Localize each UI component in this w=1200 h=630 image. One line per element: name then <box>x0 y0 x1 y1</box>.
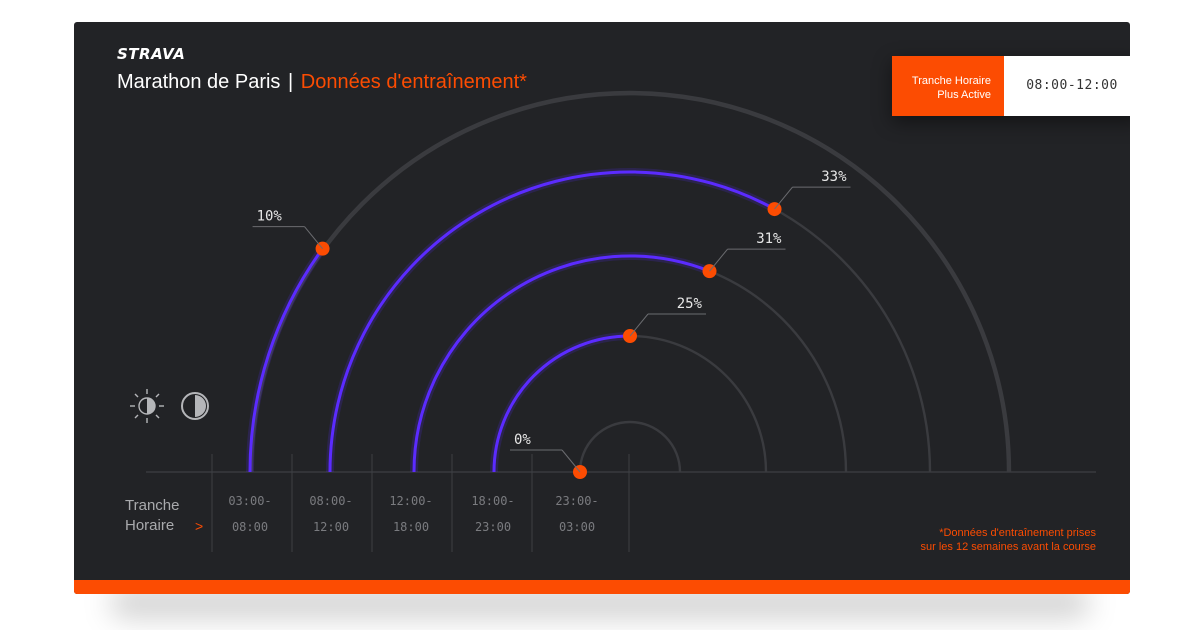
radial-chart: 10% 33% 31% 25% 0% <box>146 90 1096 552</box>
track-ring <box>492 334 768 473</box>
x-axis-label: Tranche Horaire > <box>125 496 203 536</box>
data-label: 25% <box>677 296 703 312</box>
track-ring <box>578 420 682 473</box>
value-arc-glow <box>326 168 777 473</box>
tick-end: 03:00 <box>558 520 596 534</box>
tick-end: 23:00 <box>474 520 512 534</box>
badge-label-line2: Plus Active <box>937 89 991 101</box>
tick-end: 08:00 <box>231 520 269 534</box>
footnote-line2: sur les 12 semaines avant la course <box>920 541 1096 553</box>
chart-card: STRAVA Marathon de Paris | Données d'ent… <box>74 22 1130 594</box>
x-axis-label-line1: Tranche <box>125 497 180 514</box>
leader-line <box>709 248 728 272</box>
accent-bar <box>74 580 1130 594</box>
tick-end: 18:00 <box>392 520 430 534</box>
value-arc <box>328 170 776 473</box>
title-main: Marathon de Paris <box>117 71 281 93</box>
title-subtitle: Données d'entraînement* <box>300 71 527 93</box>
tick-end: 12:00 <box>312 520 350 534</box>
tick-start: 18:00- <box>471 494 515 508</box>
tick-start: 03:00- <box>228 494 272 508</box>
value-arc-glow <box>410 252 711 473</box>
tick-label: 23:00- 03:00 <box>538 488 616 540</box>
tick-label: 08:00- 12:00 <box>292 488 370 540</box>
footnote: *Données d'entraînement prises sur les 1… <box>921 526 1096 554</box>
tick-label: 18:00- 23:00 <box>454 488 532 540</box>
most-active-badge: Tranche Horaire Plus Active 08:00-12:00 <box>892 56 1130 116</box>
value-arc <box>412 254 711 473</box>
tick-start: 23:00- <box>555 494 599 508</box>
brightness-icon[interactable] <box>128 387 166 425</box>
track-ring <box>248 90 1012 473</box>
leader-line <box>304 226 323 249</box>
badge-label: Tranche Horaire Plus Active <box>892 56 1004 116</box>
data-label: 31% <box>756 231 782 247</box>
value-arc-glow <box>490 332 631 473</box>
x-axis-arrow: > <box>195 518 204 534</box>
footnote-line1: *Données d'entraînement prises <box>939 527 1096 539</box>
data-label: 0% <box>514 432 531 448</box>
tick-start: 08:00- <box>309 494 353 508</box>
x-axis-label-line2: Horaire <box>125 517 175 534</box>
track-ring-outer <box>250 92 1010 473</box>
tick-label: 03:00- 08:00 <box>211 488 289 540</box>
data-label: 33% <box>821 169 847 185</box>
value-arc <box>492 334 631 473</box>
value-arc-glow <box>246 246 326 473</box>
strava-logo: STRAVA <box>117 45 186 63</box>
track-ring <box>412 254 848 473</box>
contrast-icon[interactable] <box>179 390 211 422</box>
badge-label-line1: Tranche Horaire <box>911 75 991 87</box>
data-label: 10% <box>257 209 283 225</box>
page-title: Marathon de Paris | Données d'entraîneme… <box>117 71 527 94</box>
leader-line <box>629 313 649 337</box>
tick-label: 12:00- 18:00 <box>372 488 450 540</box>
title-separator: | <box>287 71 294 93</box>
value-arc <box>248 247 324 473</box>
tick-start: 12:00- <box>389 494 433 508</box>
leader-line <box>561 449 581 473</box>
leader-line <box>774 186 793 210</box>
badge-value: 08:00-12:00 <box>1004 56 1130 116</box>
